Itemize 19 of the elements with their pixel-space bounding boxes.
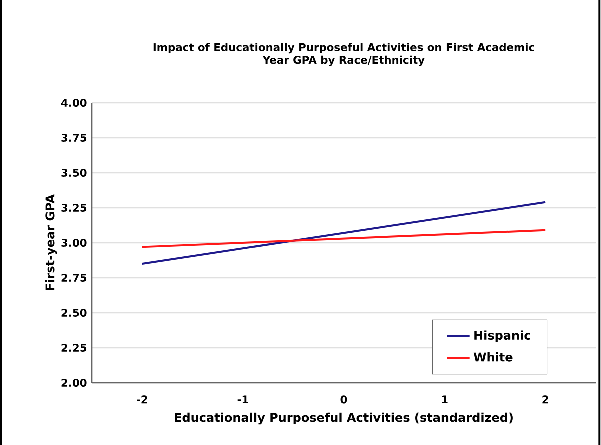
x-tick-label: 2 [542,396,548,404]
y-axis-title: First-year GPA [45,194,58,290]
y-tick-label: 3.75 [62,134,87,142]
x-tick-label: -2 [137,396,148,404]
y-tick-label: 2.75 [62,274,87,282]
legend-label: Hispanic [474,330,530,342]
y-tick-label: 3.50 [62,168,87,178]
x-tick-label: 1 [442,396,448,404]
y-tick-label: 4.00 [61,98,87,108]
x-axis-title: Educationally Purposeful Activities (standardized) [175,412,513,425]
y-tick-label: 3.25 [62,204,87,212]
y-tick-label: 2.00 [62,378,87,388]
y-tick-label: 2.25 [62,344,87,352]
legend-label: White [474,352,513,362]
y-tick-label: 3.00 [62,238,87,248]
x-tick-label: 0 [340,396,348,404]
chart-title: Impact of Educationally Purposeful Activities on First Academic Year GPA by Race/Ethnicity [154,43,534,66]
x-tick-label: -1 [238,396,248,404]
y-tick-label: 2.50 [62,308,87,318]
